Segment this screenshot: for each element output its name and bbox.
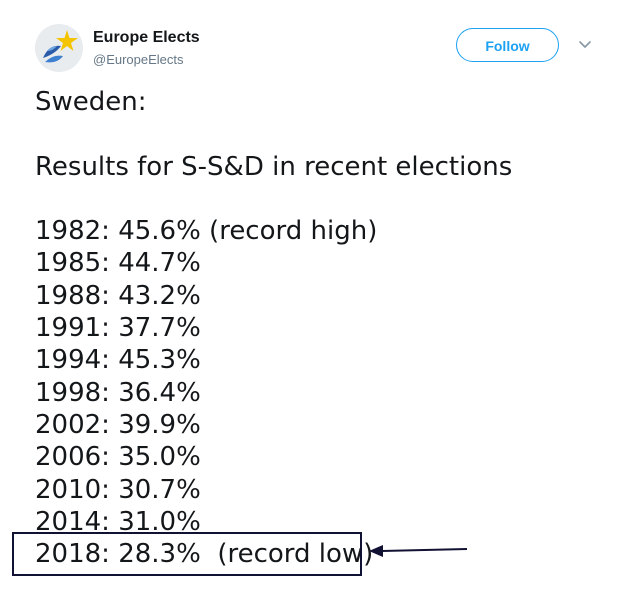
author-handle[interactable]: @EuropeElects: [93, 52, 184, 67]
result-line-highlighted: 2018: 28.3% (record low): [35, 539, 374, 570]
tweet-text: Sweden: Results for S-S&D in recent elec…: [35, 86, 615, 570]
europe-elects-logo-icon: [35, 24, 83, 72]
result-line: 1994: 45.3%: [35, 345, 201, 376]
result-line: 1991: 37.7%: [35, 313, 201, 344]
result-line: 1998: 36.4%: [35, 377, 201, 408]
result-line: 1982: 45.6% (record high): [35, 216, 378, 247]
result-line: 2002: 39.9%: [35, 409, 201, 440]
result-line: 1985: 44.7%: [35, 248, 201, 279]
blank-line: [35, 118, 615, 150]
tweet-header: Europe Elects @EuropeElects Follow: [35, 24, 610, 74]
more-options-button[interactable]: [577, 36, 593, 52]
tweet-country: Sweden:: [35, 87, 147, 117]
result-line: 2014: 31.0%: [35, 506, 201, 537]
result-line: 1988: 43.2%: [35, 280, 201, 311]
follow-button[interactable]: Follow: [456, 28, 559, 62]
highlight-box: [12, 532, 362, 576]
avatar[interactable]: [35, 24, 83, 72]
tweet-subtitle: Results for S-S&D in recent elections: [35, 151, 513, 182]
blank-line: [35, 183, 615, 215]
arrow-left-icon: [369, 545, 468, 557]
author-name[interactable]: Europe Elects: [93, 29, 200, 46]
annotation-arrow: [368, 542, 470, 560]
result-line: 2010: 30.7%: [35, 474, 201, 505]
result-line: 2006: 35.0%: [35, 442, 201, 473]
chevron-down-icon: [579, 41, 591, 48]
